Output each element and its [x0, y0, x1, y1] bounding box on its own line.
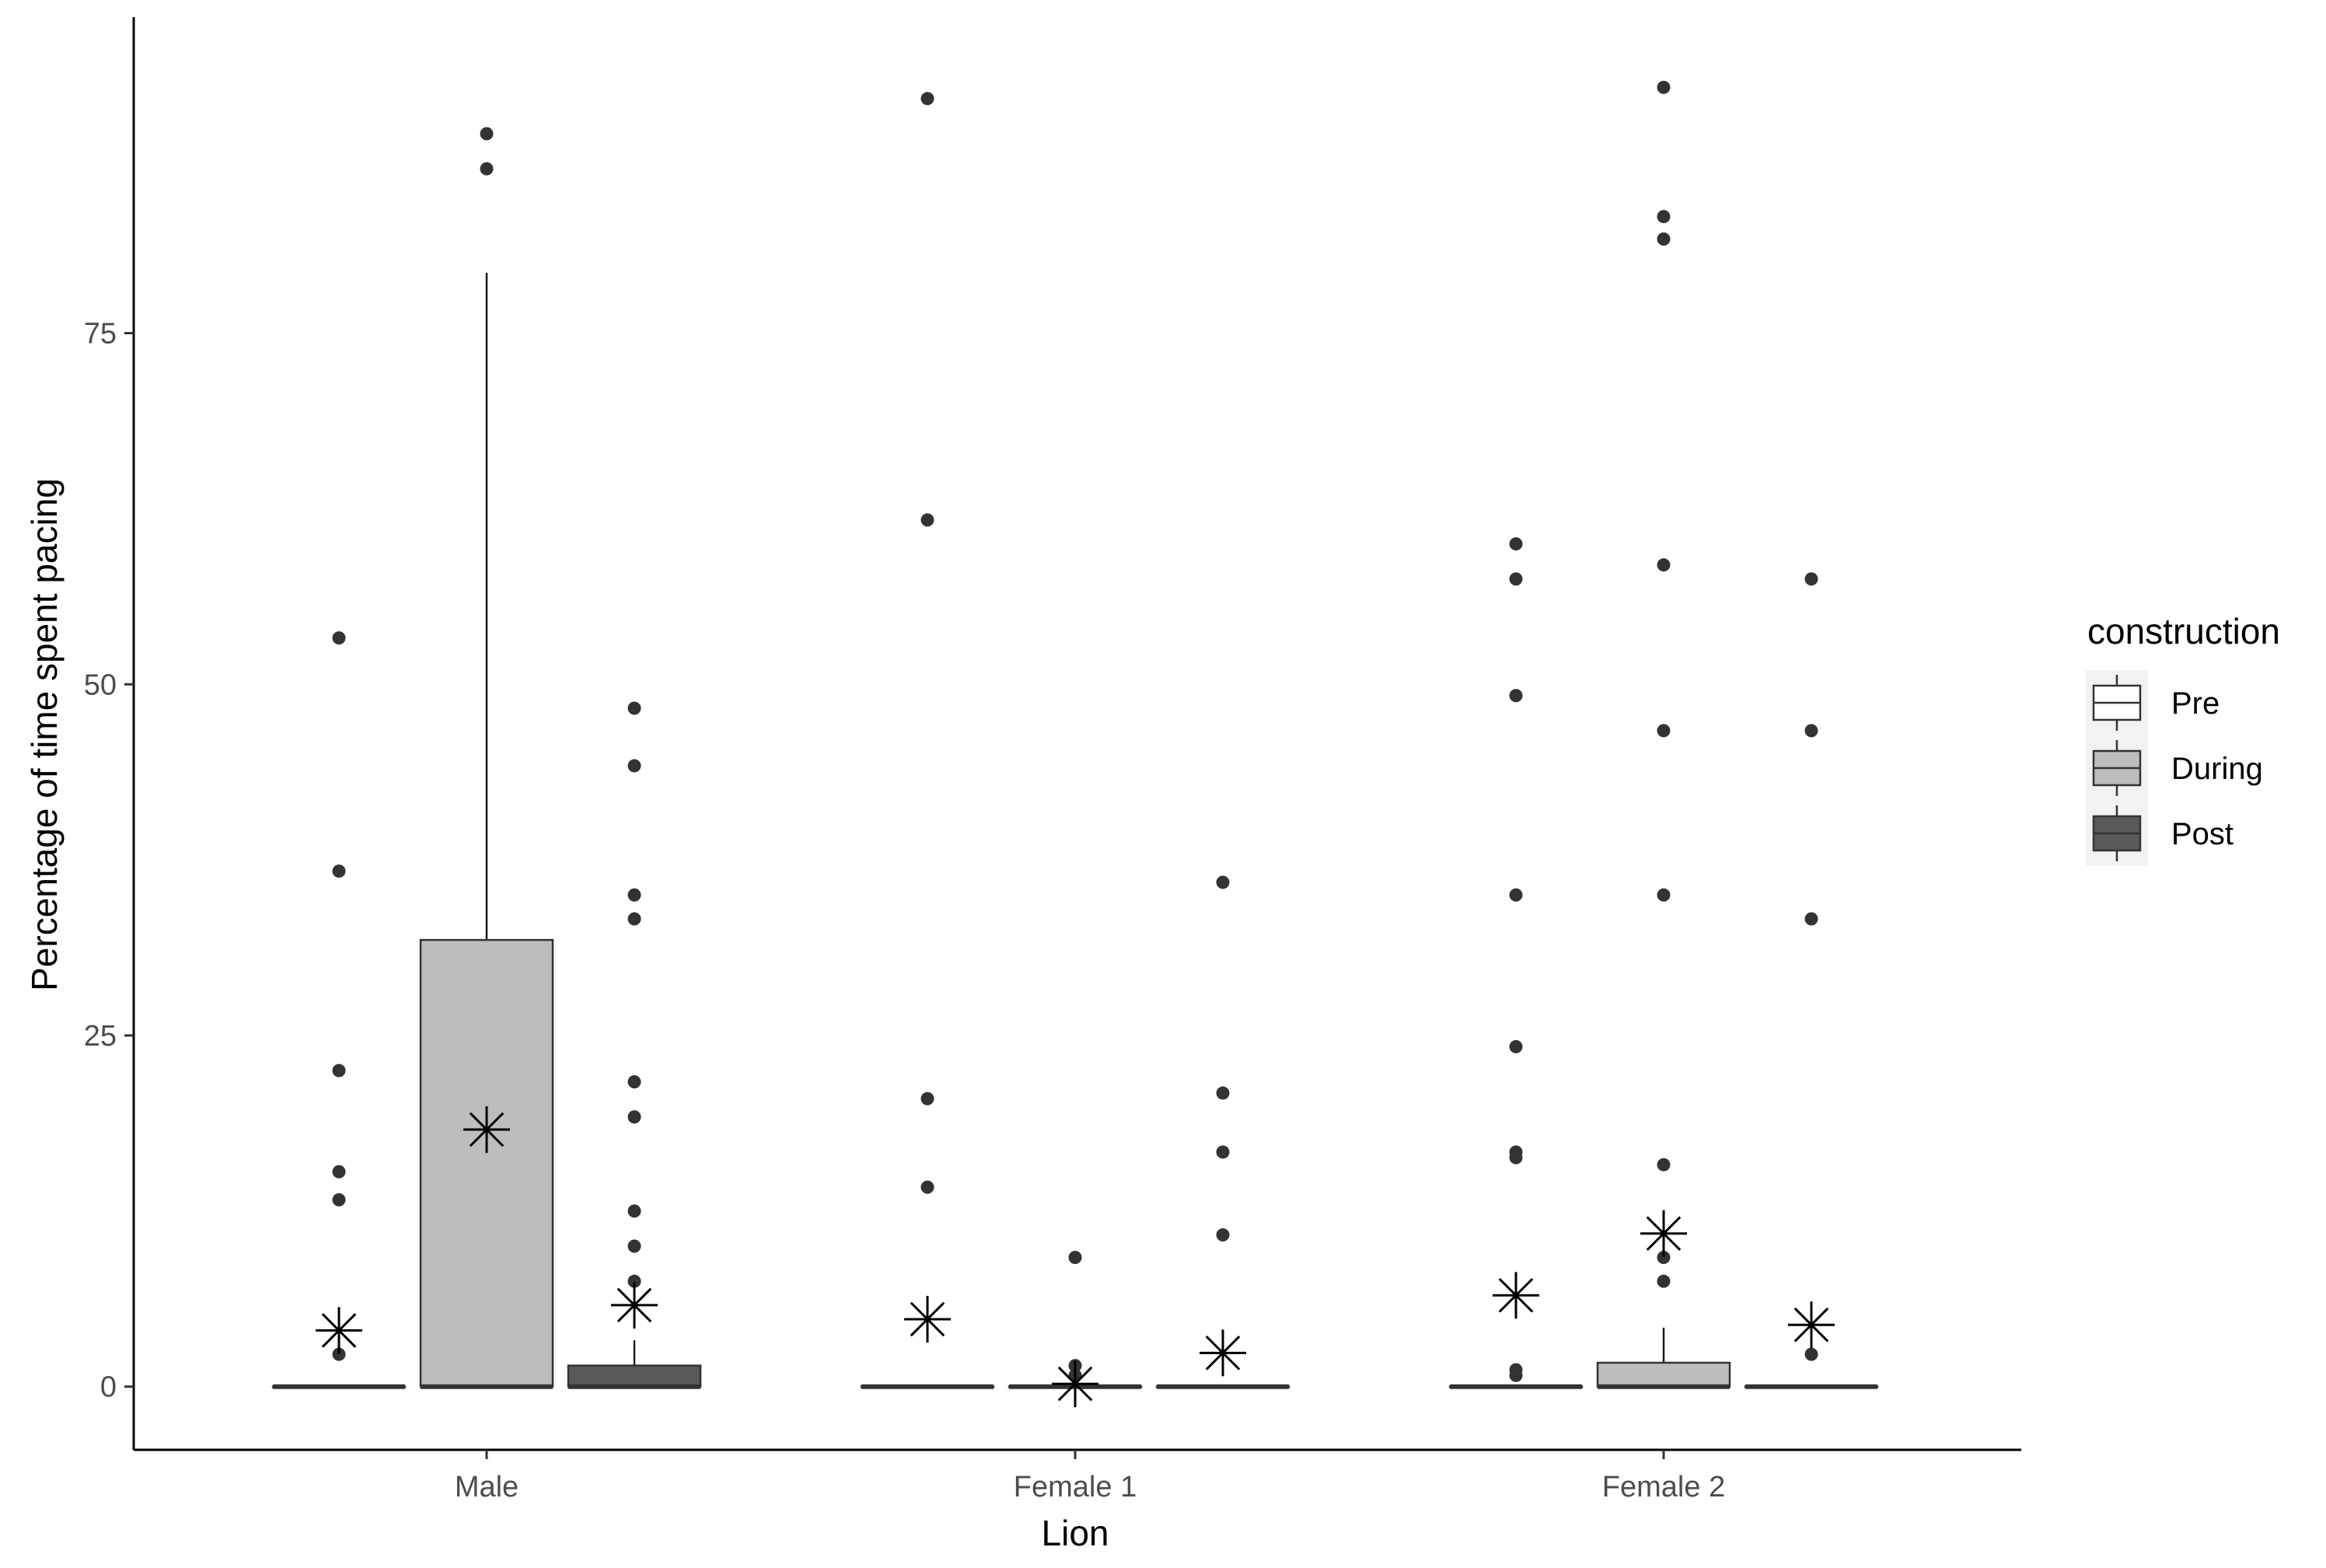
y-tick-label: 25	[84, 1020, 117, 1053]
x-tick-label: Male	[455, 1471, 519, 1503]
outlier-point	[1509, 689, 1523, 703]
mean-marker	[1200, 1329, 1246, 1377]
x-axis-title: Lion	[1042, 1513, 1109, 1553]
outlier-point	[1068, 1250, 1082, 1264]
outlier-point	[332, 1063, 346, 1077]
legend: construction Pre During Post	[2086, 611, 2280, 866]
outlier-point	[627, 1239, 641, 1253]
outlier-point	[480, 127, 494, 141]
box-female-1-pre	[860, 92, 995, 1389]
outlier-point	[627, 701, 641, 715]
box-body	[567, 1364, 702, 1388]
outlier-point	[627, 759, 641, 773]
outlier-point	[1657, 1274, 1671, 1288]
outlier-point	[627, 1110, 641, 1124]
outlier-point	[480, 162, 494, 176]
outlier-point	[332, 1193, 346, 1207]
mean-marker	[904, 1295, 951, 1343]
box-body	[1596, 1361, 1731, 1388]
outlier-point	[627, 912, 641, 926]
outlier-point	[1657, 724, 1671, 738]
legend-label: Post	[2171, 817, 2233, 851]
y-tick-label: 0	[100, 1371, 117, 1404]
box-male-during	[419, 127, 554, 1389]
box-female-2-pre	[1448, 537, 1584, 1389]
legend-item-during: During	[2086, 735, 2263, 801]
outlier-point	[1657, 558, 1671, 572]
outlier-point	[1216, 1228, 1230, 1242]
outlier-point	[1657, 210, 1671, 224]
outlier-point	[1657, 1250, 1671, 1264]
outlier-point	[920, 1091, 934, 1105]
outlier-point	[1509, 1039, 1523, 1053]
box-male-pre	[271, 631, 407, 1389]
mean-marker	[1640, 1210, 1687, 1257]
legend-label: Pre	[2171, 686, 2219, 721]
outlier-point	[332, 631, 346, 645]
legend-item-pre: Pre	[2086, 670, 2219, 735]
outlier-point	[1509, 572, 1523, 586]
outlier-point	[1657, 232, 1671, 246]
outlier-point	[920, 92, 934, 106]
outlier-point	[627, 888, 641, 902]
box-female-2-during	[1596, 80, 1731, 1389]
outlier-point	[1216, 1086, 1230, 1100]
x-tick-label: Female 2	[1602, 1471, 1725, 1503]
outlier-point	[332, 1165, 346, 1179]
outlier-point	[920, 1180, 934, 1194]
outlier-point	[332, 1347, 346, 1361]
outlier-point	[1216, 875, 1230, 889]
mean-marker	[1493, 1272, 1539, 1319]
outlier-point	[627, 1204, 641, 1218]
outlier-point	[1509, 1145, 1523, 1159]
mean-marker	[1788, 1301, 1835, 1349]
outlier-point	[627, 1274, 641, 1288]
mean-marker	[316, 1307, 362, 1354]
y-tick-label: 75	[84, 318, 117, 351]
box-female-1-during	[1008, 1250, 1143, 1408]
outlier-point	[1657, 888, 1671, 902]
y-axis-title: Percentage of time spent pacing	[24, 478, 65, 991]
outlier-point	[1216, 1145, 1230, 1159]
outlier-point	[1804, 912, 1818, 926]
outlier-point	[1657, 1158, 1671, 1172]
mean-marker	[1052, 1360, 1098, 1408]
box-male-post	[567, 701, 702, 1389]
mean-marker	[463, 1106, 510, 1154]
plot-area	[271, 80, 1879, 1408]
outlier-point	[1804, 572, 1818, 586]
legend-item-post: Post	[2086, 801, 2233, 866]
outlier-point	[1509, 537, 1523, 551]
outlier-point	[1804, 724, 1818, 738]
outlier-point	[1804, 1347, 1818, 1361]
x-tick-label: Female 1	[1014, 1471, 1137, 1503]
outlier-point	[332, 864, 346, 878]
axes: 0 25 50 75 Male Female 1 Female 2	[84, 17, 2021, 1503]
legend-title: construction	[2087, 611, 2280, 651]
box-female-1-post	[1155, 875, 1290, 1389]
box-body	[419, 938, 554, 1388]
mean-marker	[611, 1281, 658, 1329]
outlier-point	[1509, 888, 1523, 902]
outlier-point	[627, 1075, 641, 1089]
outlier-point	[1509, 1363, 1523, 1377]
outlier-point	[920, 513, 934, 527]
outlier-point	[1657, 80, 1671, 94]
y-tick-label: 50	[84, 669, 117, 701]
box-female-2-post	[1744, 572, 1879, 1389]
legend-label: During	[2171, 752, 2263, 786]
